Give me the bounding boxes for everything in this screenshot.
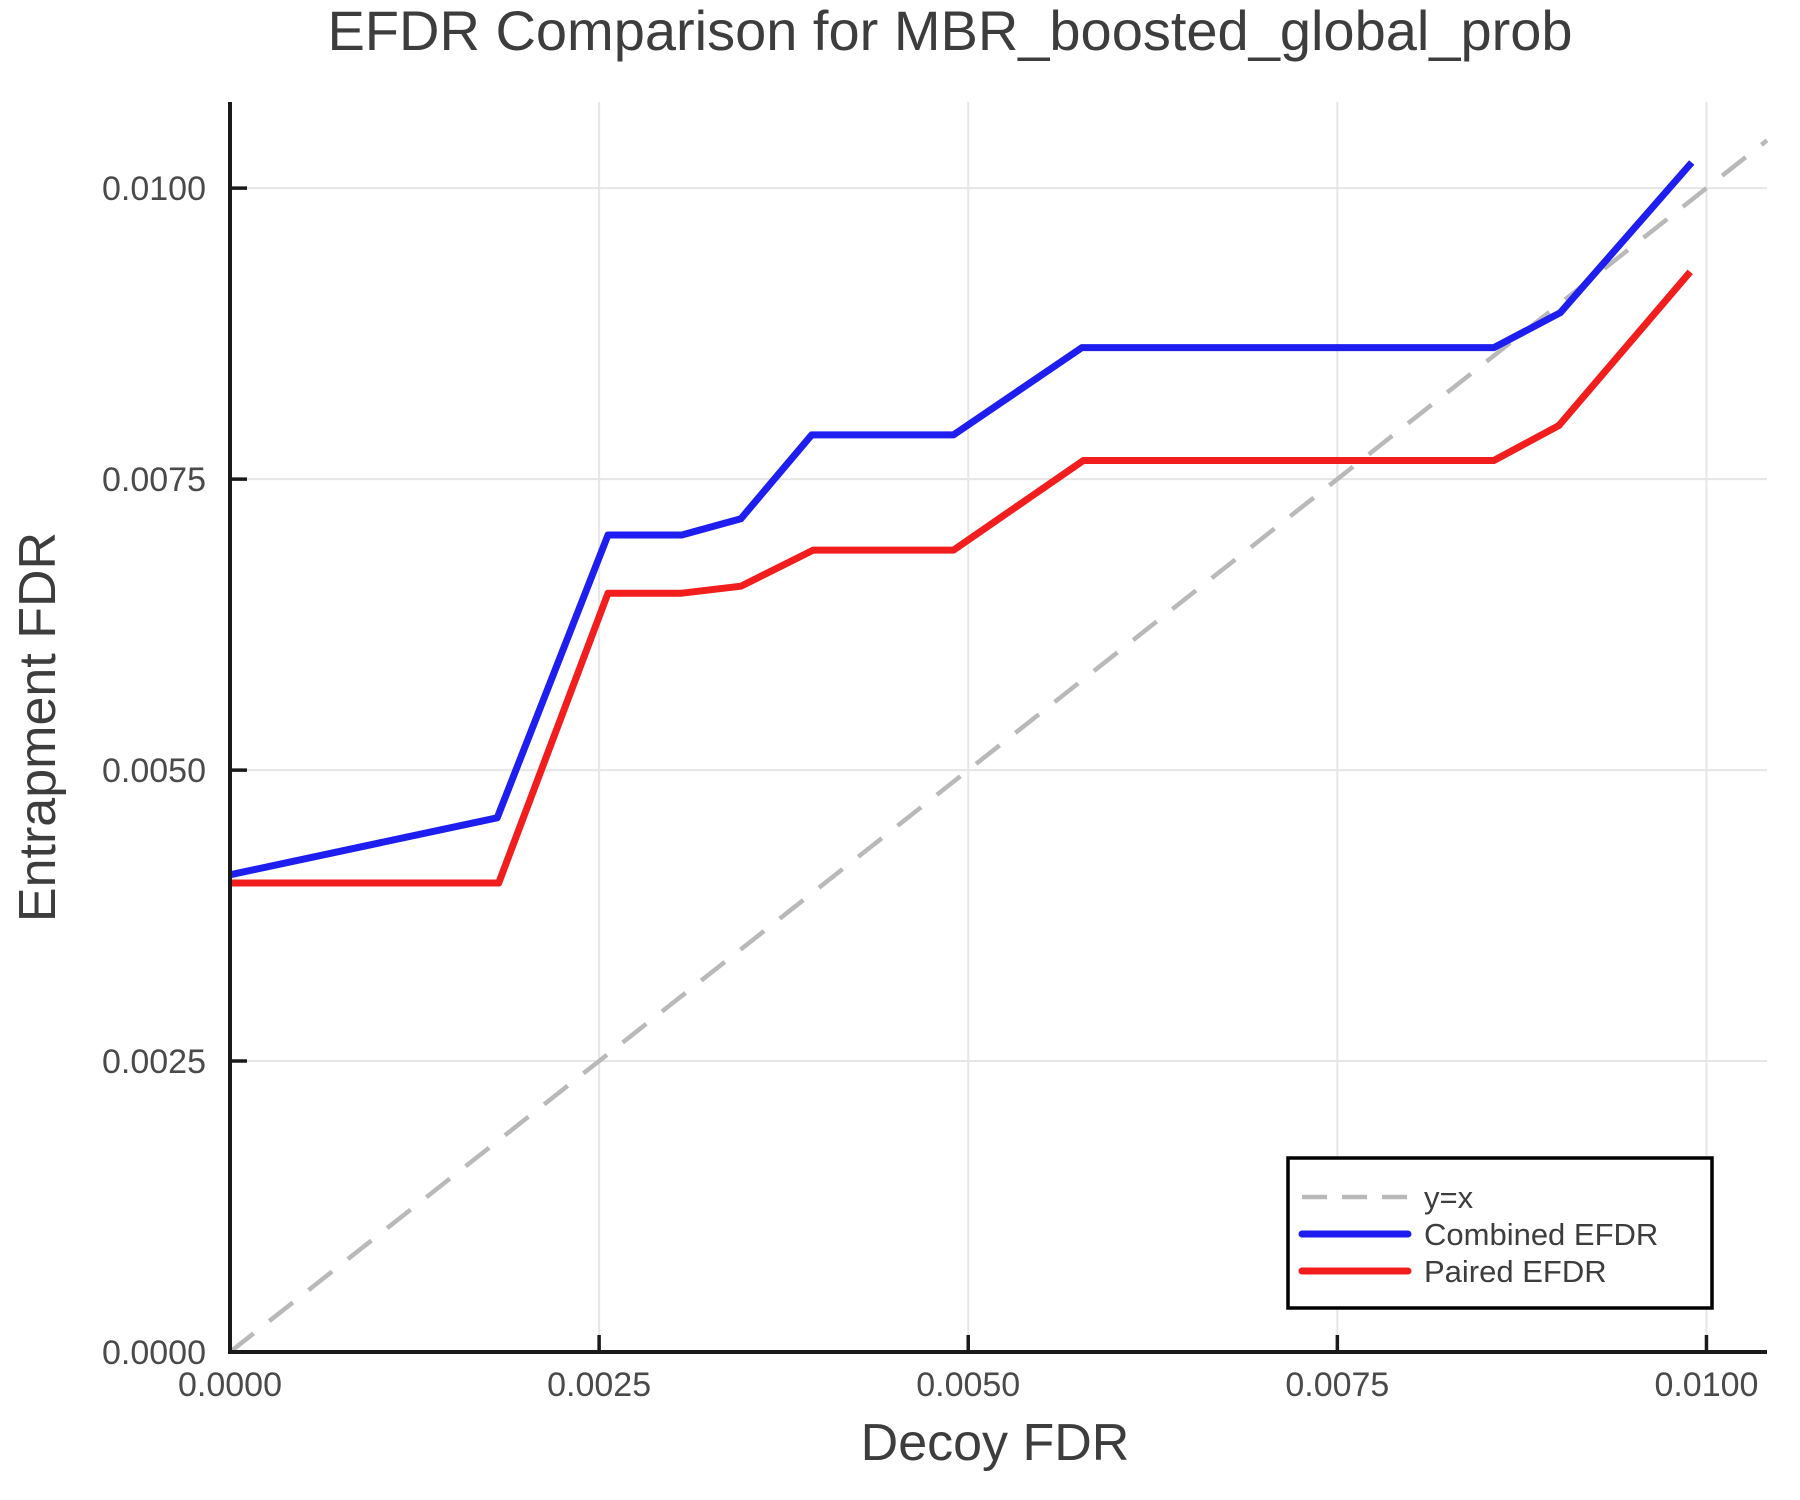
x-tick-label: 0.0050: [916, 1366, 1020, 1404]
y-tick-label: 0.0000: [102, 1334, 206, 1372]
y-tick-label: 0.0050: [102, 752, 206, 790]
axes: [228, 102, 1767, 1354]
series-line-combined-efdr: [229, 160, 1695, 879]
x-tick-label: 0.0025: [547, 1366, 651, 1404]
chart-title: EFDR Comparison for MBR_boosted_global_p…: [327, 0, 1572, 62]
gridlines: [230, 102, 1767, 1352]
y-tick-label: 0.0100: [102, 170, 206, 208]
legend-label: y=x: [1424, 1180, 1474, 1215]
x-tick-label: 0.0100: [1654, 1366, 1758, 1404]
series-line-paired-efdr: [230, 269, 1693, 887]
x-axis-label: Decoy FDR: [861, 1414, 1130, 1472]
y-axis-label: Entrapment FDR: [9, 532, 67, 922]
x-tick-label: 0.0075: [1285, 1366, 1389, 1404]
y-tick-label: 0.0075: [102, 461, 206, 499]
series-line-y-x: [228, 138, 1769, 1354]
y-tick-label: 0.0025: [102, 1043, 206, 1081]
series-lines: [228, 138, 1769, 1354]
legend-label: Paired EFDR: [1424, 1254, 1607, 1289]
tick-labels: 0.0000 0.0025 0.0050 0.0075 0.0100 0.0000 0.00…: [102, 170, 1758, 1404]
x-tick-label: 0.0000: [178, 1366, 282, 1404]
legend-label: Combined EFDR: [1424, 1217, 1658, 1252]
